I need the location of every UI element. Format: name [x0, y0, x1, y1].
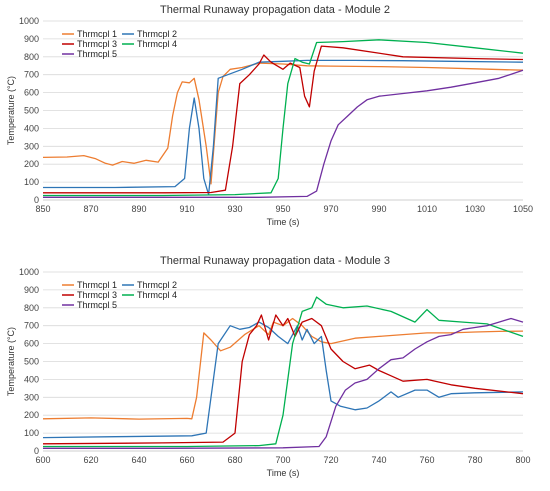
- y-tick-label: 800: [24, 52, 39, 62]
- legend-entry: Thrmcpl 5: [77, 49, 117, 59]
- chart-module-2-svg: Thermal Runaway propagation data - Modul…: [6, 4, 533, 227]
- legend-entry: Thrmcpl 5: [77, 300, 117, 310]
- y-tick-label: 300: [24, 392, 39, 402]
- x-tick-label: 720: [323, 455, 338, 465]
- series-line-thrmcpl-3: [43, 45, 524, 194]
- y-tick-label: 100: [24, 177, 39, 187]
- x-tick-label: 850: [35, 204, 50, 214]
- x-tick-label: 620: [83, 455, 98, 465]
- chart-module-2: Thermal Runaway propagation data - Modul…: [0, 0, 550, 240]
- series-line-thrmcpl-1: [42, 317, 524, 420]
- y-tick-label: 300: [24, 141, 39, 151]
- x-tick-label: 970: [323, 204, 338, 214]
- y-tick-label: 400: [24, 123, 39, 133]
- y-tick-label: 0: [34, 446, 39, 456]
- x-tick-label: 780: [467, 455, 482, 465]
- x-tick-label: 890: [131, 204, 146, 214]
- y-tick-label: 200: [24, 410, 39, 420]
- x-tick-label: 700: [275, 455, 290, 465]
- x-tick-label: 950: [275, 204, 290, 214]
- y-axis-label: Temperature (°C): [6, 76, 16, 145]
- series-line-thrmcpl-1: [42, 62, 524, 185]
- x-tick-label: 760: [419, 455, 434, 465]
- series-line-thrmcpl-5: [43, 317, 524, 449]
- x-tick-label: 930: [227, 204, 242, 214]
- y-tick-label: 0: [34, 195, 39, 205]
- y-tick-label: 700: [24, 321, 39, 331]
- x-tick-label: 870: [83, 204, 98, 214]
- legend-entry: Thrmcpl 1: [77, 280, 117, 290]
- y-tick-label: 1000: [19, 267, 39, 277]
- x-tick-label: 640: [131, 455, 146, 465]
- chart-title: Thermal Runaway propagation data - Modul…: [160, 4, 390, 16]
- legend-entry: Thrmcpl 4: [137, 290, 177, 300]
- y-tick-label: 600: [24, 339, 39, 349]
- x-tick-label: 680: [227, 455, 242, 465]
- x-tick-label: 910: [179, 204, 194, 214]
- series-line-thrmcpl-2: [43, 59, 524, 196]
- y-tick-label: 800: [24, 303, 39, 313]
- y-tick-label: 500: [24, 357, 39, 367]
- x-tick-label: 1030: [465, 204, 485, 214]
- y-tick-label: 900: [24, 34, 39, 44]
- series-line-thrmcpl-3: [42, 314, 524, 445]
- y-tick-label: 1000: [19, 16, 39, 26]
- x-tick-label: 740: [371, 455, 386, 465]
- x-axis-label: Time (s): [267, 468, 300, 478]
- chart-module-3: Thermal Runaway propagation data - Modul…: [0, 251, 550, 491]
- legend-entry: Thrmcpl 1: [77, 29, 117, 39]
- x-tick-label: 600: [35, 455, 50, 465]
- y-tick-label: 400: [24, 374, 39, 384]
- legend-entry: Thrmcpl 4: [137, 39, 177, 49]
- x-tick-label: 990: [371, 204, 386, 214]
- x-tick-label: 1010: [417, 204, 437, 214]
- y-tick-label: 200: [24, 159, 39, 169]
- x-tick-label: 660: [179, 455, 194, 465]
- chart-module-3-svg: Thermal Runaway propagation data - Modul…: [6, 255, 531, 478]
- y-tick-label: 900: [24, 285, 39, 295]
- legend-entry: Thrmcpl 3: [77, 290, 117, 300]
- legend-entry: Thrmcpl 3: [77, 39, 117, 49]
- legend-entry: Thrmcpl 2: [137, 29, 177, 39]
- series-line-thrmcpl-2: [42, 321, 524, 439]
- series-line-thrmcpl-5: [43, 69, 524, 198]
- y-tick-label: 100: [24, 428, 39, 438]
- chart-title: Thermal Runaway propagation data - Modul…: [160, 255, 390, 267]
- y-tick-label: 600: [24, 88, 39, 98]
- y-tick-label: 500: [24, 106, 39, 116]
- x-tick-label: 800: [515, 455, 530, 465]
- x-axis-label: Time (s): [267, 217, 300, 227]
- series-line-thrmcpl-4: [43, 296, 524, 448]
- y-tick-label: 700: [24, 70, 39, 80]
- y-axis-label: Temperature (°C): [6, 327, 16, 396]
- legend-entry: Thrmcpl 2: [137, 280, 177, 290]
- x-tick-label: 1050: [513, 204, 533, 214]
- series-line-thrmcpl-4: [43, 39, 524, 197]
